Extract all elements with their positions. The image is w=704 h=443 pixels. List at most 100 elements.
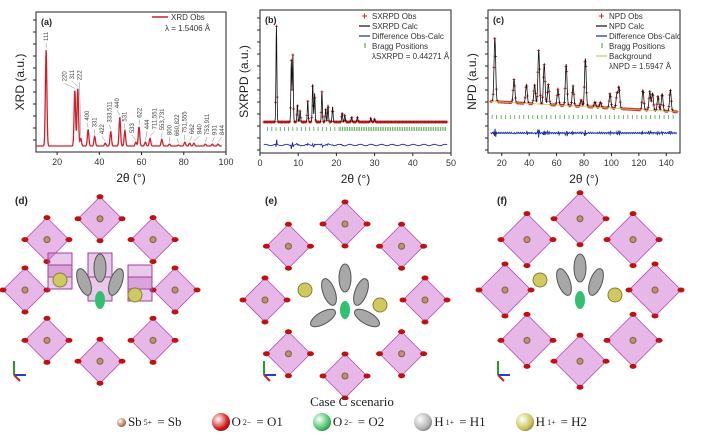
hkl-label: 533 [130, 122, 136, 133]
x-tick-label: 20 [497, 158, 507, 168]
oxygen-o1 [677, 287, 685, 293]
hkl-label: 660,822 [175, 114, 181, 136]
legend-label: Bragg Positions [609, 42, 665, 51]
legend-label: NPD Calc [609, 22, 644, 31]
oxygen-o1 [398, 265, 406, 271]
antimony-sb [629, 336, 637, 344]
oxygen-o1 [0, 287, 7, 293]
y-axis-label: XRD (a.u.) [13, 54, 27, 111]
oxygen-o1 [523, 211, 531, 217]
antimony-sb [341, 220, 349, 228]
x-axis-label: 2θ (°) [569, 172, 598, 186]
hydrogen-h1 [321, 278, 337, 306]
hydrogen-h1 [354, 308, 380, 328]
oxygen-o1 [43, 215, 51, 221]
hkl-label: 751,555 [183, 111, 189, 133]
oxygen-o1 [398, 373, 406, 379]
oxygen-o1 [341, 243, 349, 249]
oxygen-o1 [523, 311, 531, 317]
x-tick-label: 40 [408, 158, 418, 168]
legend-item: O 2− = O1 [211, 413, 283, 431]
legend-symbol: Sb [127, 414, 142, 429]
oxygen-o1 [21, 237, 29, 243]
oxygen-o1 [319, 373, 327, 379]
caption: Case C scenario [310, 394, 394, 409]
antimony-sb [398, 350, 406, 358]
legend-label: Background [609, 52, 652, 61]
plot-frame [259, 9, 452, 154]
oxygen-o1 [43, 359, 51, 365]
panel-label: (c) [493, 15, 504, 25]
oxygen-o1 [21, 337, 29, 343]
legend-charge: 1+ [445, 417, 455, 427]
oxygen-o1 [284, 329, 292, 335]
oxygen-o1 [193, 287, 201, 293]
oxygen-o1 [127, 237, 135, 243]
legend-marker [599, 13, 604, 19]
oxygen-o1 [651, 261, 659, 267]
legend-charge: 1+ [547, 417, 556, 427]
hkl-label: 331 [93, 117, 99, 128]
hkl-label: 840 [198, 123, 204, 134]
oxygen-o1 [443, 297, 451, 303]
atom-icon [414, 413, 433, 431]
hydrogen-h1 [108, 268, 124, 296]
legend-label: NPD Obs [609, 12, 643, 21]
oxygen-o1 [497, 237, 505, 243]
hkl-label: 311 [70, 69, 76, 79]
legend-assignment: = O1 [256, 414, 283, 429]
x-tick-label: 10 [293, 158, 303, 168]
oxygen-o1 [43, 315, 51, 321]
hydrogen-h1 [93, 253, 107, 283]
x-tick-label: 0 [257, 158, 262, 168]
hydrogen-h2 [127, 287, 143, 303]
oxygen-o1 [420, 243, 428, 249]
hydrogen-h1 [556, 268, 572, 296]
atom-icon [116, 417, 126, 427]
hkl-label: 222 [78, 70, 84, 81]
hkl-label: 111 [44, 31, 50, 41]
legend-item: Sb 5+ = Sb [116, 413, 182, 431]
antimony-sb [284, 242, 292, 250]
x-tick-label: 80 [579, 158, 589, 168]
legend-item: H 1+ = H1 [414, 413, 486, 431]
panel-label: (e) [265, 196, 277, 207]
structure-panel-f: (f) [475, 190, 685, 390]
oxygen-o2 [575, 291, 585, 309]
hydrogen-h1 [573, 253, 587, 283]
oxygen-o1 [21, 265, 29, 271]
hydrogen-h2 [372, 297, 388, 313]
oxygen-o1 [65, 337, 73, 343]
chart-c: 20 40 60 80 100 120 140 2θ (°) NPD (a.u.) (c) NPD … [465, 9, 681, 186]
hkl-label: 711,551 [153, 107, 159, 129]
oxygen-o1 [43, 259, 51, 265]
oxygen-o1 [629, 311, 637, 317]
oxygen-o1 [602, 358, 610, 364]
oxygen-o1 [149, 259, 157, 265]
legend-marker [362, 13, 367, 19]
oxygen-o1 [65, 237, 73, 243]
legend-label: Difference Obs-Calc [372, 32, 444, 41]
hkl-label: 531 [123, 111, 129, 122]
oxygen-o1 [149, 215, 157, 221]
antimony-sb [149, 336, 157, 344]
oxygen-o1 [262, 243, 270, 249]
hkl-leader [116, 110, 121, 116]
hkl-label: 422 [100, 123, 106, 134]
x-tick-label: 80 [179, 157, 189, 167]
legend-assignment: = H2 [560, 414, 588, 429]
legend-assignment: = O2 [357, 414, 385, 429]
legend-label: SXRPD Calc [372, 22, 418, 31]
oxygen-o1 [576, 190, 584, 196]
hydrogen-h1 [338, 263, 352, 293]
hkl-leader [64, 83, 75, 89]
oxygen-o1 [96, 194, 104, 200]
hkl-leader [189, 136, 193, 142]
oxygen-o1 [261, 319, 269, 325]
hkl-label: 400 [85, 110, 91, 121]
panel-label: (d) [15, 196, 28, 207]
antimony-sb [576, 357, 584, 365]
oxygen-o1 [629, 363, 637, 369]
oxygen-o1 [576, 332, 584, 338]
atom-legend: Sb 5+ = Sb O 2− = O1 O 2− = O2 H 1+ = H1 H 1+ = H2 [0, 413, 704, 431]
